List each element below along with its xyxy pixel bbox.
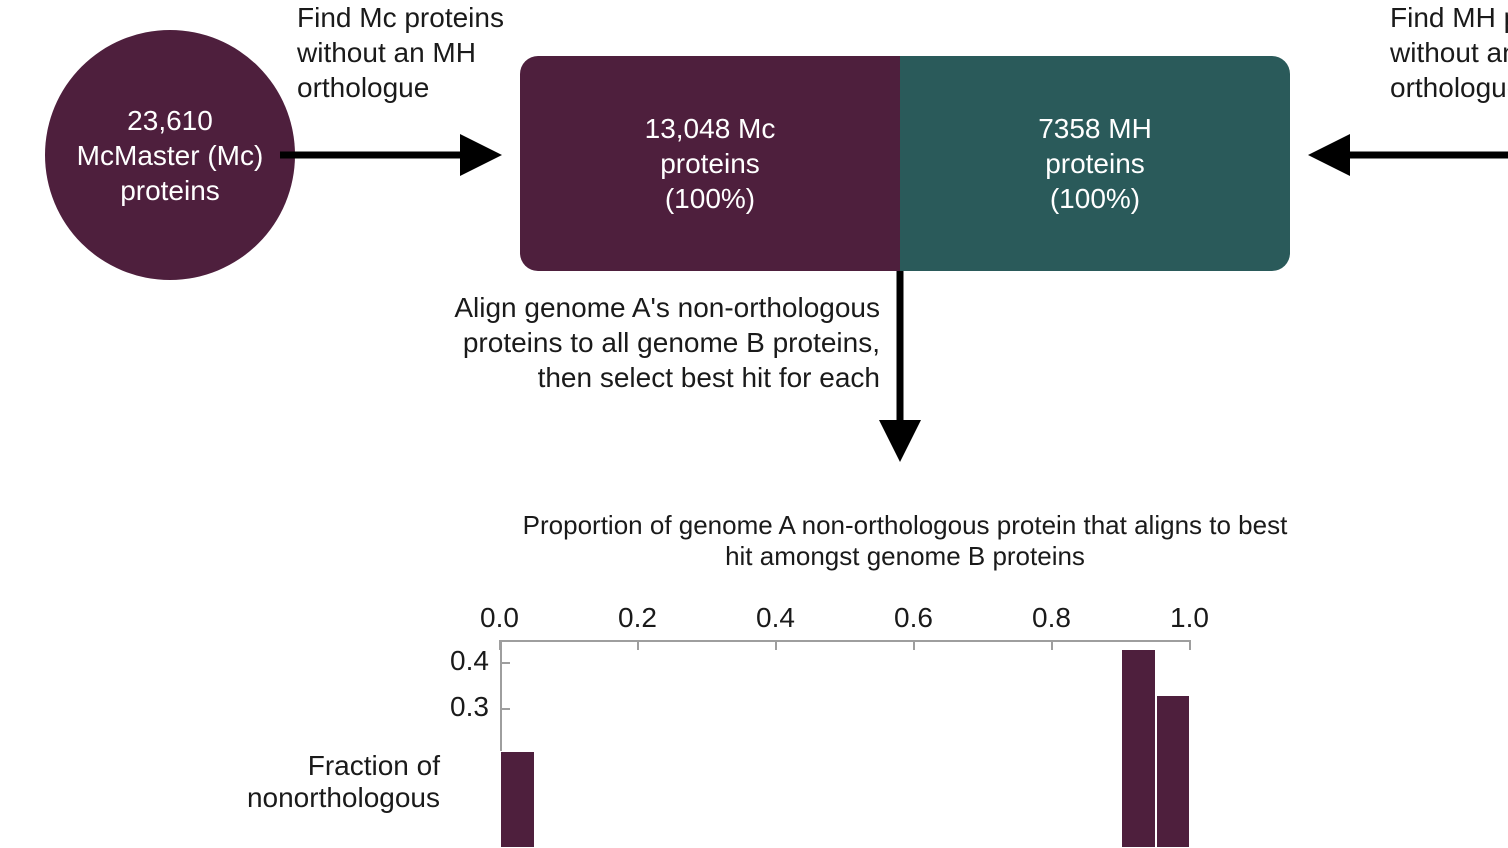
chart-yaxis-title: Fraction of nonorthologous	[210, 750, 440, 814]
chart-bar	[1156, 695, 1191, 848]
chart-xtick-label: 1.0	[1170, 602, 1209, 634]
chart-xtick-label: 0.4	[756, 602, 795, 634]
node-box-mh: 7358 MHproteins(100%)	[900, 56, 1290, 271]
chart-xtick-label: 0.0	[480, 602, 519, 634]
label-align: Align genome A's non-orthologous protein…	[430, 290, 880, 395]
chart-bar	[500, 751, 535, 848]
node-box-mc: 13,048 Mcproteins(100%)	[520, 56, 900, 271]
chart-title: Proportion of genome A non-orthologous p…	[520, 510, 1290, 572]
chart-ytick	[500, 662, 510, 664]
chart-bar	[1121, 649, 1156, 848]
chart-xtick	[1051, 640, 1053, 650]
chart-xtick-label: 0.6	[894, 602, 933, 634]
chart-ytick-label: 0.3	[450, 691, 489, 723]
chart-xtick	[775, 640, 777, 650]
node-box-mh-text: 7358 MHproteins(100%)	[1026, 111, 1164, 216]
diagram-stage: 23,610McMaster (Mc)proteins Find Mc prot…	[0, 0, 1508, 848]
node-box-pair: 13,048 Mcproteins(100%) 7358 MHproteins(…	[520, 56, 1290, 271]
node-mc-circle: 23,610McMaster (Mc)proteins	[45, 30, 295, 280]
node-mc-circle-text: 23,610McMaster (Mc)proteins	[67, 103, 274, 208]
chart-xtick	[913, 640, 915, 650]
chart-ytick-label: 0.4	[450, 645, 489, 677]
chart-ytick	[500, 708, 510, 710]
label-find-mc: Find Mc proteins without an MH orthologu…	[297, 0, 517, 105]
chart-plot-area	[500, 640, 1190, 848]
chart-xtick-label: 0.8	[1032, 602, 1071, 634]
chart-xtick	[1189, 640, 1191, 650]
chart-xtick-label: 0.2	[618, 602, 657, 634]
node-box-mc-text: 13,048 Mcproteins(100%)	[633, 111, 788, 216]
label-find-mh: Find MH proteins without an Mc orthologu…	[1390, 0, 1508, 105]
chart-xtick	[499, 640, 501, 650]
chart-xtick	[637, 640, 639, 650]
